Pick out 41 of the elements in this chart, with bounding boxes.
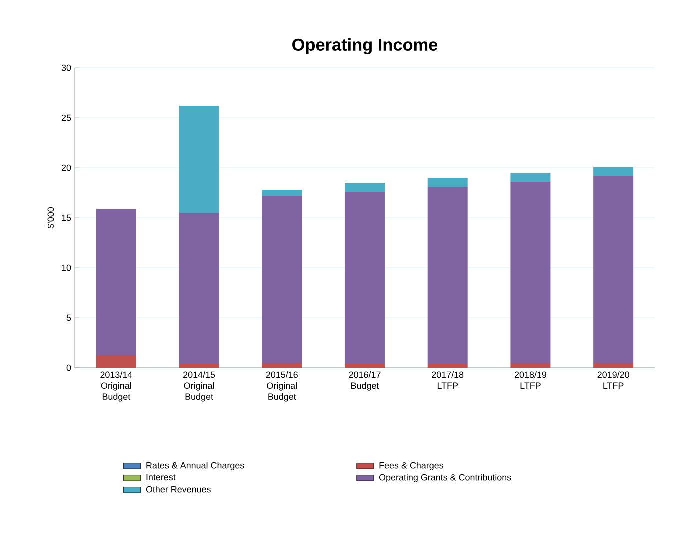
bar bbox=[345, 364, 385, 368]
x-tick-label: 2013/14 Original Budget bbox=[100, 372, 132, 402]
y-tick-label: 10 bbox=[62, 264, 72, 272]
bar bbox=[96, 209, 136, 355]
bar bbox=[179, 364, 220, 368]
y-tick-label: 5 bbox=[66, 314, 72, 322]
x-tick-label: 2016/17 Budget bbox=[349, 372, 381, 391]
bar bbox=[510, 173, 551, 182]
bar bbox=[428, 364, 468, 368]
y-tick-label: 15 bbox=[62, 214, 72, 222]
bar bbox=[262, 190, 302, 196]
y-tick-label: 30 bbox=[62, 64, 72, 72]
x-tick-label: 2019/20 LTFP bbox=[598, 372, 630, 389]
bar bbox=[428, 178, 468, 187]
bar bbox=[594, 363, 634, 368]
legend-label: Other Revenues bbox=[146, 486, 211, 493]
y-tick-label: 0 bbox=[66, 364, 72, 372]
bar bbox=[594, 167, 634, 176]
bar bbox=[345, 192, 385, 364]
legend-label: Fees & Charges bbox=[380, 462, 444, 471]
bar bbox=[179, 213, 220, 364]
bar bbox=[510, 363, 551, 368]
bar bbox=[262, 363, 302, 368]
x-tick-label: 2015/16 Original Budget bbox=[266, 372, 298, 402]
bar bbox=[345, 183, 385, 192]
bar bbox=[179, 106, 220, 213]
bar bbox=[594, 176, 634, 363]
y-axis-title: $'000 bbox=[47, 208, 55, 229]
x-tick-label: 2014/15 Original Budget bbox=[184, 372, 216, 402]
y-tick-label: 20 bbox=[62, 164, 72, 172]
y-tick-label: 25 bbox=[62, 114, 72, 122]
x-tick-label: 2018/19 LTFP bbox=[514, 372, 546, 389]
legend-label: Interest bbox=[146, 474, 176, 481]
bar bbox=[262, 196, 302, 363]
x-tick-label: 2017/18 LTFP bbox=[432, 372, 464, 389]
bar bbox=[510, 182, 551, 363]
bar bbox=[428, 187, 468, 364]
bar bbox=[96, 355, 136, 368]
legend-label: Rates & Annual Charges bbox=[146, 462, 244, 471]
legend-label: Operating Grants & Contributions bbox=[379, 474, 512, 483]
chart-title: Operating Income bbox=[292, 38, 438, 55]
